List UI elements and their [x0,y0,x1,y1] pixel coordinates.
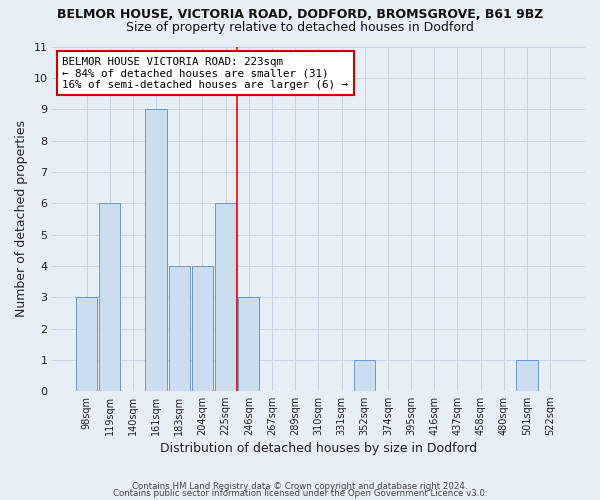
Text: Contains HM Land Registry data © Crown copyright and database right 2024.: Contains HM Land Registry data © Crown c… [132,482,468,491]
Bar [238,298,259,392]
Text: Contains public sector information licensed under the Open Government Licence v3: Contains public sector information licen… [113,490,487,498]
Bar [145,109,167,392]
Bar [516,360,538,392]
Bar [192,266,213,392]
Bar [215,204,236,392]
Bar [99,204,121,392]
Text: BELMOR HOUSE, VICTORIA ROAD, DODFORD, BROMSGROVE, B61 9BZ: BELMOR HOUSE, VICTORIA ROAD, DODFORD, BR… [57,8,543,20]
Bar [76,298,97,392]
X-axis label: Distribution of detached houses by size in Dodford: Distribution of detached houses by size … [160,442,477,455]
Bar [169,266,190,392]
Text: Size of property relative to detached houses in Dodford: Size of property relative to detached ho… [126,21,474,34]
Y-axis label: Number of detached properties: Number of detached properties [15,120,28,318]
Bar [354,360,376,392]
Text: BELMOR HOUSE VICTORIA ROAD: 223sqm
← 84% of detached houses are smaller (31)
16%: BELMOR HOUSE VICTORIA ROAD: 223sqm ← 84%… [62,57,349,90]
